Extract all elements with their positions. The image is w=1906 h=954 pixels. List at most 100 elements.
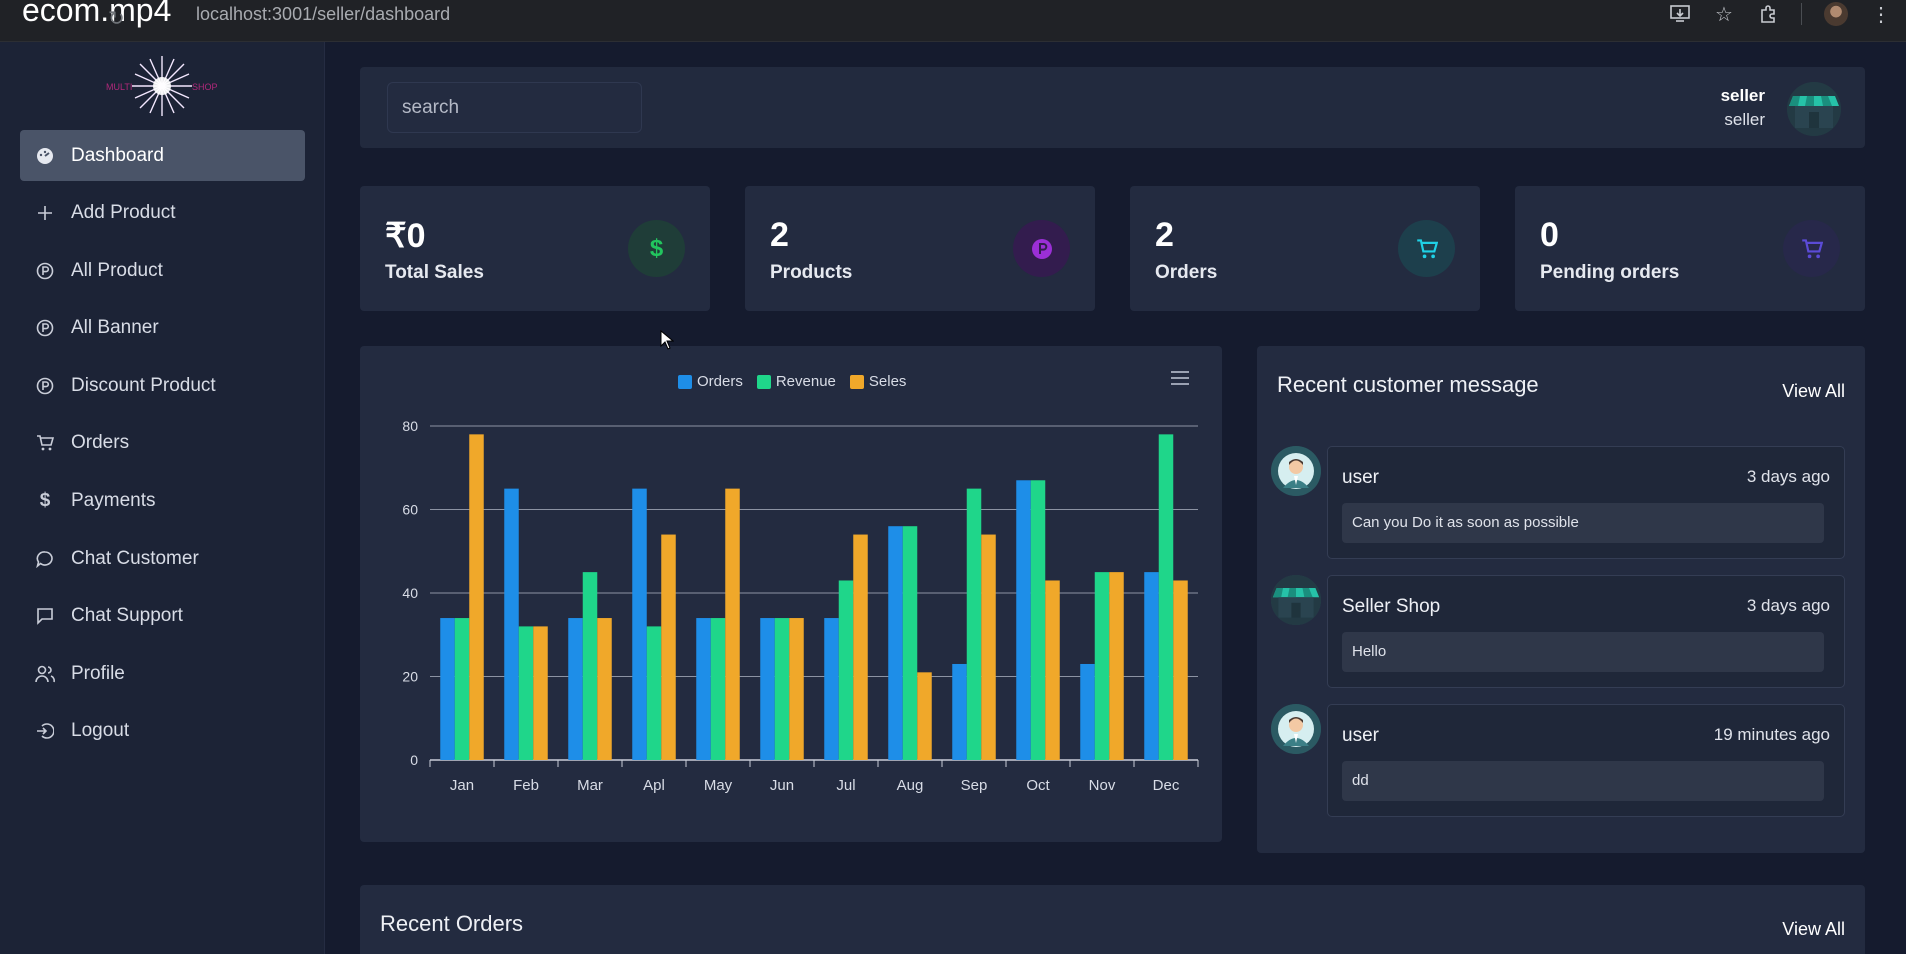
x-tick-label: May [704,777,733,794]
message-text: Hello [1342,632,1824,672]
bar-revenue-jul[interactable] [838,580,854,760]
bar-orders-mar[interactable] [568,618,583,760]
view-all-orders-link[interactable]: View All [1782,919,1845,939]
x-tick-label: Apl [643,777,665,794]
bar-revenue-oct[interactable] [1030,480,1046,760]
legend-label: Orders [697,373,743,390]
legend-swatch [756,374,771,389]
sidebar-item-label: Logout [71,720,130,742]
cart-icon [34,432,56,454]
bar-orders-jun[interactable] [760,618,775,760]
install-app-icon[interactable] [1669,3,1691,25]
extensions-icon[interactable] [1757,3,1779,25]
sidebar-item-chat-customer[interactable]: Chat Customer [20,533,305,584]
sidebar-item-all-banner[interactable]: All Banner [20,303,305,354]
svg-text:SHOP: SHOP [192,82,218,92]
stat-card-pending-orders: 0 Pending orders [1515,186,1865,311]
bar-seles-apl[interactable] [661,534,676,760]
sidebar-item-profile[interactable]: Profile [20,648,305,699]
sidebar-item-label: Payments [71,490,156,512]
bar-seles-nov[interactable] [1109,572,1124,760]
browser-nav-icons[interactable]: ↻ [108,6,137,31]
bar-revenue-may[interactable] [710,618,726,760]
bar-seles-jul[interactable] [853,534,868,760]
bar-seles-may[interactable] [725,488,740,760]
more-menu-icon[interactable]: ⋮ [1871,3,1891,26]
dashboard-icon [34,145,56,167]
bar-orders-oct[interactable] [1016,480,1031,760]
logout-icon [34,720,56,742]
sidebar-item-discount-product[interactable]: Discount Product [20,360,305,411]
y-tick-label: 20 [402,669,418,685]
address-bar[interactable]: localhost:3001/seller/dashboard [196,4,451,24]
sidebar-item-dashboard[interactable]: Dashboard [20,130,305,181]
message-item[interactable]: Seller Shop 3 days ago Hello [1271,575,1851,688]
chart-menu-icon[interactable] [1170,370,1190,386]
banner-icon [34,317,56,339]
sidebar-item-label: All Product [71,259,163,281]
stat-card-total-sales: ₹0 Total Sales $ [360,186,710,311]
sidebar-item-logout[interactable]: Logout [20,706,305,757]
sidebar-item-label: All Banner [71,317,159,339]
sidebar-item-payments[interactable]: $ Payments [20,476,305,527]
legend-item-revenue[interactable]: Revenue [756,373,836,390]
legend-item-orders[interactable]: Orders [678,373,743,390]
bar-orders-sep[interactable] [952,663,967,760]
view-all-messages-link[interactable]: View All [1782,381,1845,401]
bar-revenue-apl[interactable] [646,626,662,760]
chat-bubble-icon [34,548,56,570]
bar-seles-oct[interactable] [1045,580,1060,760]
message-item[interactable]: user 19 minutes ago dd [1271,704,1851,817]
sidebar-item-all-product[interactable]: All Product [20,245,305,296]
panel-title: Recent Orders [380,911,524,936]
legend-label: Seles [868,373,907,390]
sidebar-item-label: Add Product [71,202,176,224]
cart-icon [1783,220,1840,277]
bar-orders-feb[interactable] [504,488,519,760]
search-input[interactable] [387,82,642,133]
stat-value: 2 [1155,216,1174,254]
sidebar-item-orders[interactable]: Orders [20,418,305,469]
bar-revenue-nov[interactable] [1094,572,1110,760]
bar-orders-aug[interactable] [888,526,903,760]
bar-orders-nov[interactable] [1080,663,1095,760]
message-item[interactable]: user 3 days ago Can you Do it as soon as… [1271,446,1851,559]
bar-seles-sep[interactable] [981,534,996,760]
shop-avatar[interactable] [1787,82,1841,136]
browser-profile-avatar[interactable] [1824,2,1848,26]
shop-avatar-icon [1787,82,1841,136]
stat-card-products: 2 Products [745,186,1095,311]
sidebar-item-chat-support[interactable]: Chat Support [20,591,305,642]
bar-revenue-dec[interactable] [1158,434,1174,760]
stat-label: Products [770,262,853,283]
bar-seles-dec[interactable] [1173,580,1188,760]
bar-seles-feb[interactable] [533,626,548,760]
bar-revenue-feb[interactable] [518,626,534,760]
bar-orders-may[interactable] [696,618,711,760]
legend-item-seles[interactable]: Seles [849,373,907,390]
bar-revenue-aug[interactable] [902,526,918,760]
bar-orders-jul[interactable] [824,618,839,760]
browser-toolbar: ☆ ⋮ [1669,0,1906,28]
sidebar-item-label: Dashboard [71,144,164,166]
legend-swatch [678,374,692,389]
reload-icon[interactable]: ↻ [108,8,137,30]
bar-revenue-sep[interactable] [966,488,982,760]
bar-revenue-jun[interactable] [774,618,790,760]
brand-logo[interactable]: MULTI SHOP [100,52,224,120]
dollar-icon: $ [628,220,685,277]
bar-revenue-jan[interactable] [454,618,470,760]
bar-orders-jan[interactable] [440,618,455,760]
x-tick-label: Jul [836,777,855,794]
sidebar-item-add-product[interactable]: Add Product [20,188,305,239]
bookmark-star-icon[interactable]: ☆ [1715,3,1733,26]
bar-seles-mar[interactable] [597,618,612,760]
bar-orders-apl[interactable] [632,488,647,760]
bar-seles-aug[interactable] [917,672,932,760]
bar-seles-jan[interactable] [469,434,484,760]
bar-revenue-mar[interactable] [582,572,598,760]
user-avatar-icon [1271,446,1321,496]
user-avatar-icon [1271,704,1321,754]
bar-orders-dec[interactable] [1144,572,1159,760]
bar-seles-jun[interactable] [789,618,804,760]
